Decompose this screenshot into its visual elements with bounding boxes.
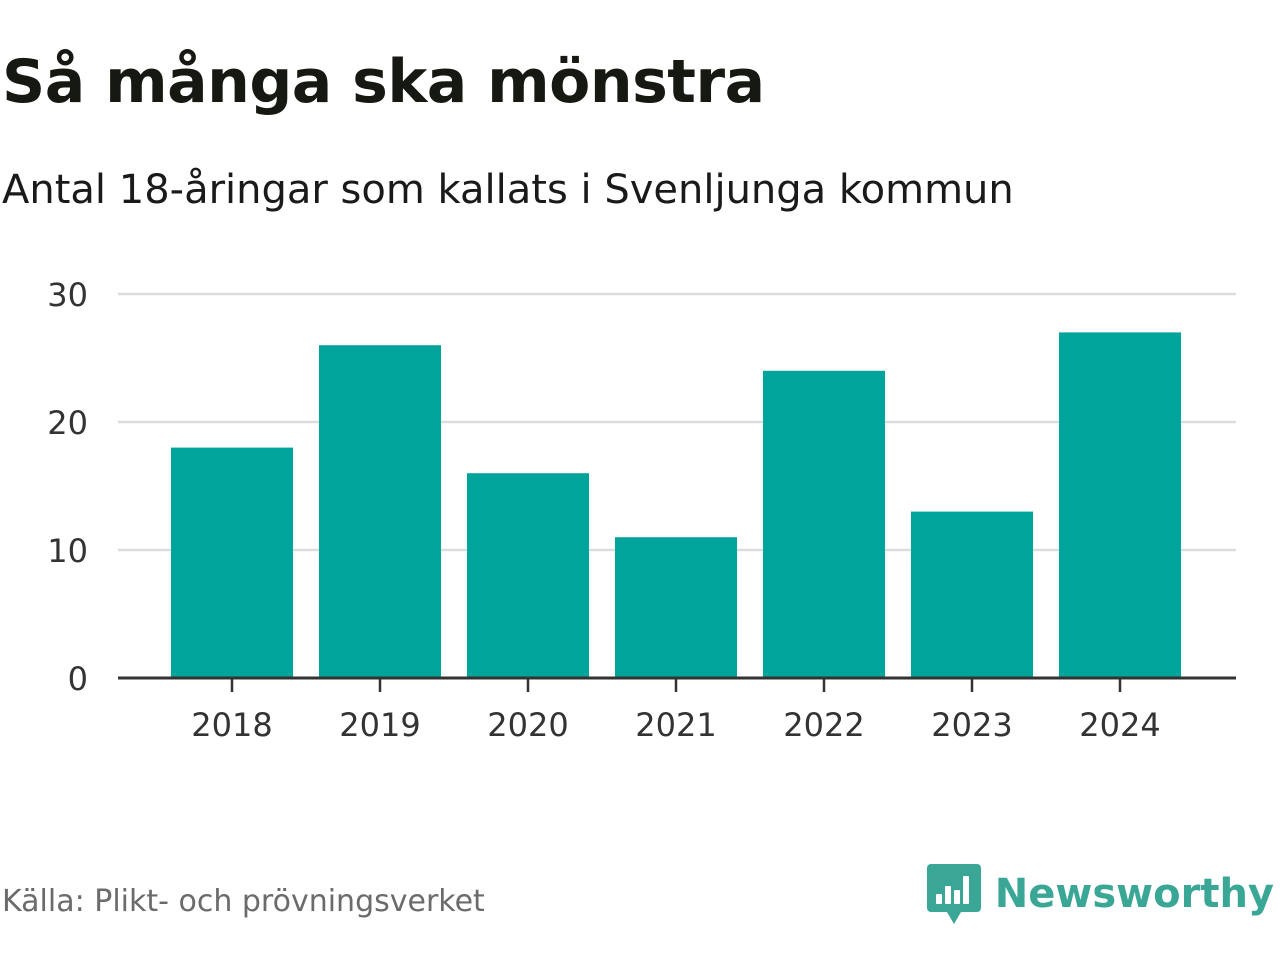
- x-tick-label: 2022: [783, 706, 864, 744]
- x-tick-label: 2019: [339, 706, 420, 744]
- y-tick-label: 20: [47, 404, 88, 442]
- bar: [1059, 332, 1181, 678]
- x-tick-label: 2023: [931, 706, 1012, 744]
- bar: [911, 511, 1033, 678]
- bar: [171, 447, 293, 678]
- bar: [319, 345, 441, 678]
- chart-title: Så många ska mönstra: [2, 47, 765, 117]
- x-tick-label: 2020: [487, 706, 568, 744]
- y-tick-label: 10: [47, 532, 88, 570]
- bar: [467, 473, 589, 678]
- newsworthy-chart-logo-icon: [926, 864, 981, 924]
- brand-name: Newsworthy: [994, 871, 1274, 917]
- chart-subtitle: Antal 18-åringar som kallats i Svenljung…: [2, 167, 1014, 213]
- y-tick-label: 0: [68, 660, 88, 698]
- x-tick-label: 2024: [1079, 706, 1160, 744]
- axes: 0 10 20 30 2018 2019 2020 2021 2022 2023 2024: [47, 276, 1236, 744]
- bar: [763, 370, 885, 678]
- x-tick-label: 2018: [191, 706, 272, 744]
- x-tick-label: 2021: [635, 706, 716, 744]
- source-note: Källa: Plikt- och prövningsverket: [2, 884, 485, 919]
- brand-logo: Newsworthy: [926, 862, 1274, 926]
- bars: [171, 332, 1181, 678]
- y-tick-label: 30: [47, 276, 88, 314]
- bar: [615, 537, 737, 678]
